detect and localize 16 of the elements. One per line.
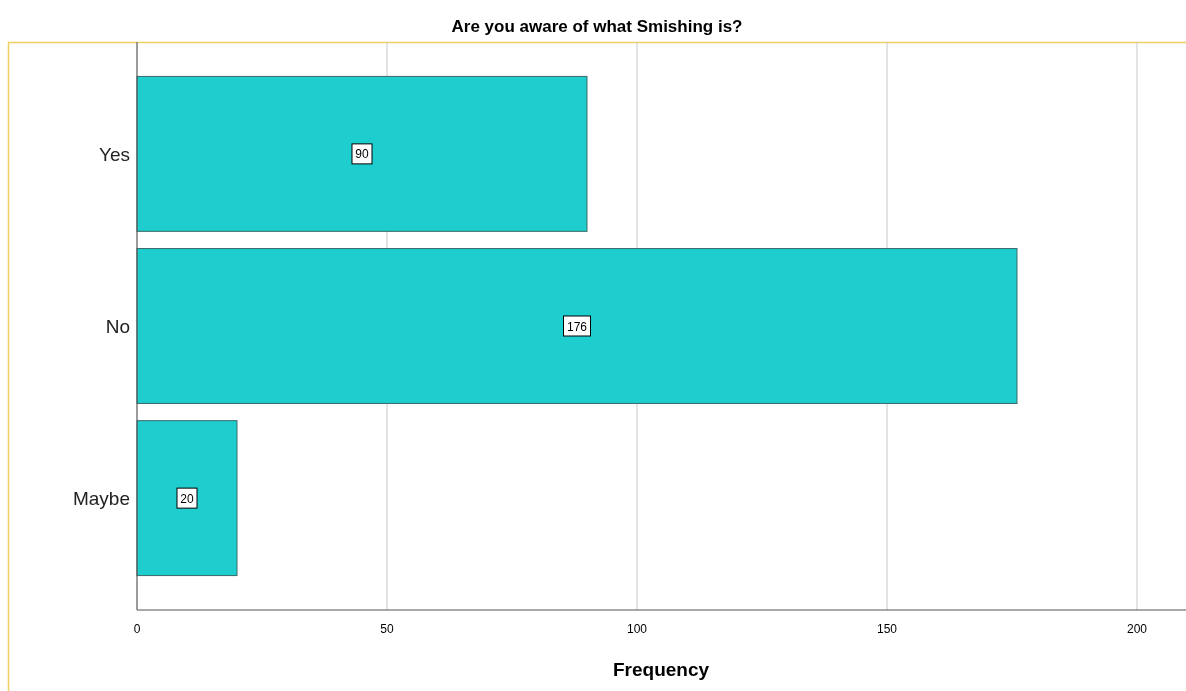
x-tick-label: 0 [133,622,141,636]
bar [136,248,1018,404]
x-tick-label: 100 [626,622,648,636]
bar [136,75,588,232]
y-tick-label: No [105,316,130,337]
x-tick-label: 200 [1126,622,1148,636]
y-tick-label: Maybe [72,488,130,510]
x-tick-label: 50 [380,622,394,636]
data-label: 90 [355,147,369,162]
data-label: 176 [566,319,588,334]
chart-title: Are you aware of what Smishing is? [451,17,743,36]
bar [136,420,238,577]
x-tick-label: 150 [876,622,898,636]
x-axis-title: Frequency [612,659,710,680]
data-label: 20 [180,491,194,506]
y-tick-label: Yes [99,143,130,165]
